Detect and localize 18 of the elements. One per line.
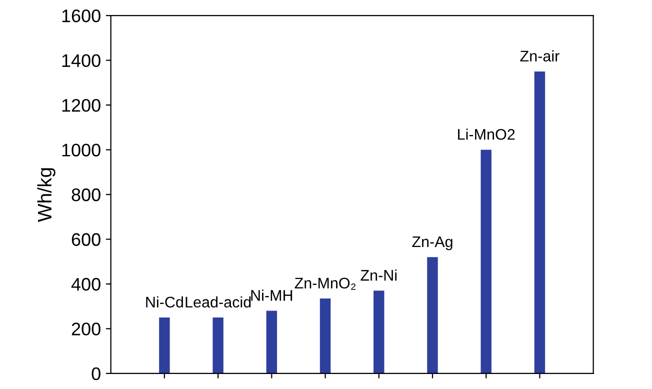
y-tick-label: 400 — [71, 278, 100, 291]
series-label: Ni-MH — [251, 290, 292, 301]
y-tick-label: 0 — [92, 367, 100, 380]
y-axis-title: Wh/kg — [37, 168, 56, 222]
y-tick-label: 1000 — [62, 144, 100, 156]
series-label: Zn-Ni — [360, 269, 397, 281]
y-tick-label: 1400 — [62, 54, 100, 68]
y-tick-label: 1600 — [62, 9, 100, 22]
series-label: Ni-Cd — [146, 296, 183, 308]
series-label: Lead-acid — [186, 296, 251, 308]
y-tick-label: 600 — [72, 233, 100, 246]
series-label: Zn-air — [520, 50, 560, 62]
y-tick-label: 1200 — [62, 98, 100, 112]
y-tick-label: 200 — [72, 322, 100, 336]
series-label: Li-MnO2 — [458, 128, 515, 140]
series-label: Zn-Ag — [412, 236, 452, 250]
y-tick-label: 800 — [72, 188, 100, 202]
series-label: Zn-MnO₂ — [294, 278, 356, 290]
